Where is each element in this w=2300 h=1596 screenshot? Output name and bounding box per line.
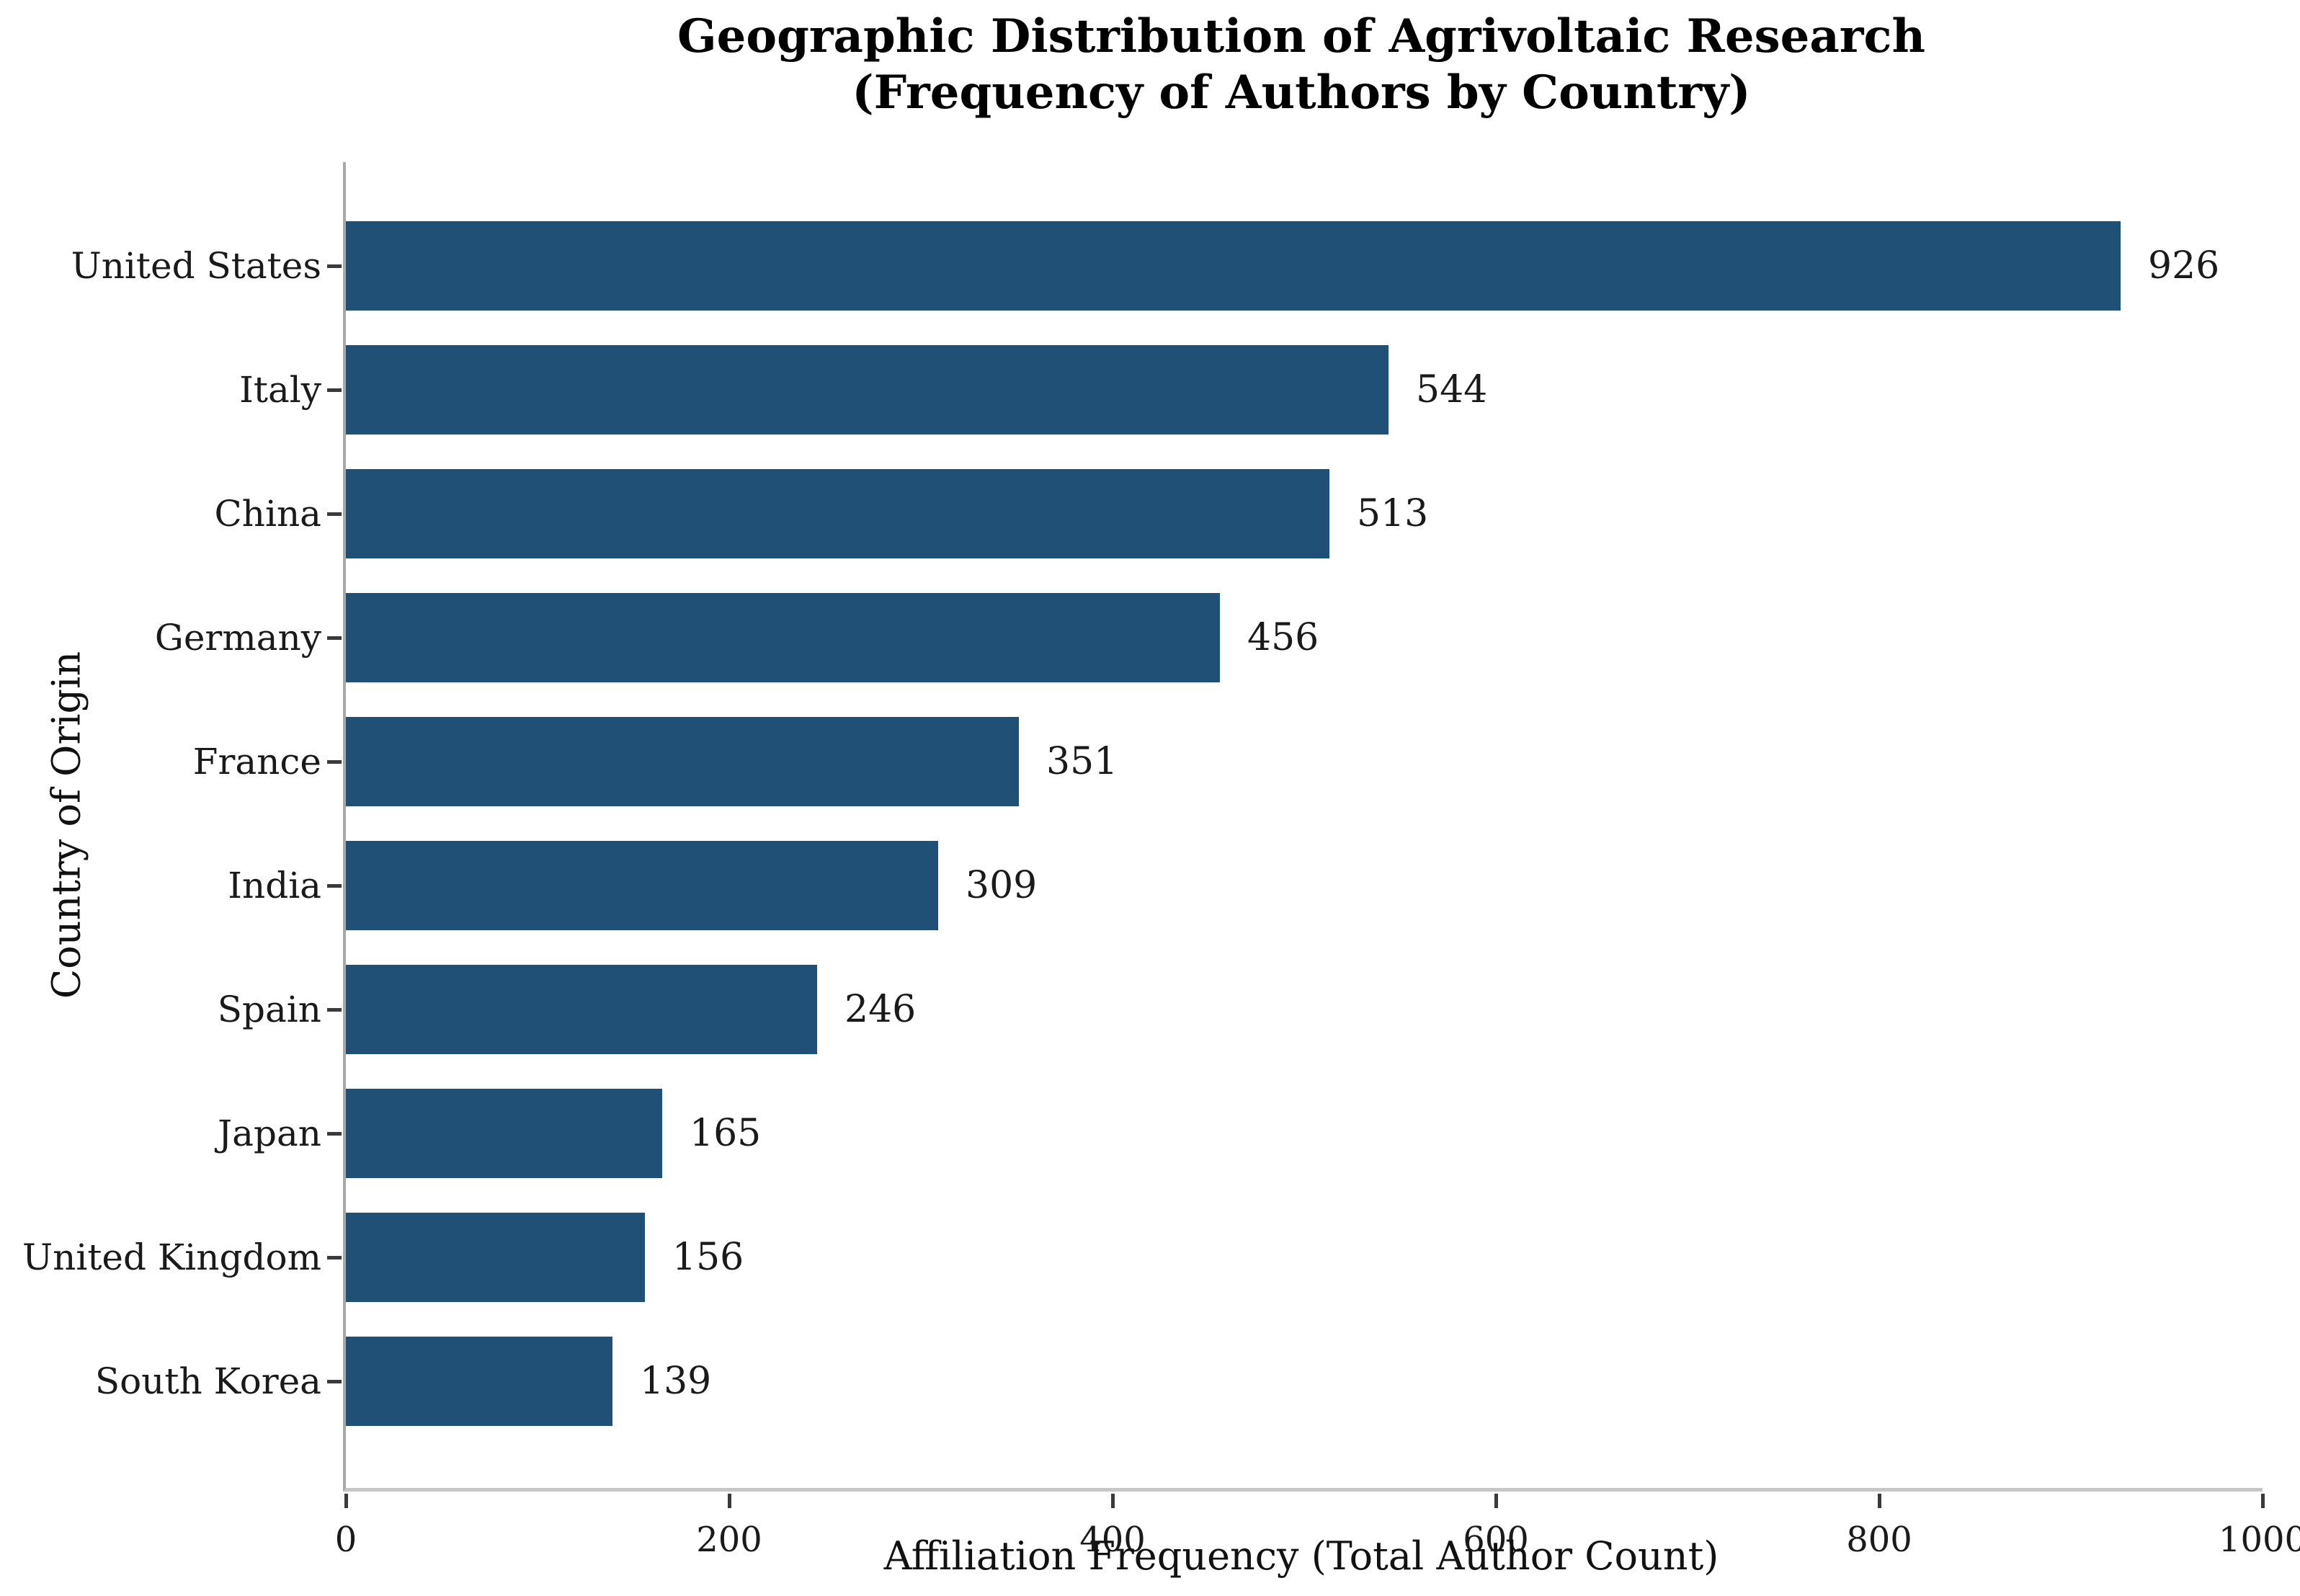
bar-row: United Kingdom 156 <box>22 1195 2263 1319</box>
bar-row: Germany 456 <box>155 576 2263 700</box>
x-axis-tick <box>728 1494 731 1508</box>
x-axis-tick <box>2261 1494 2265 1508</box>
value-label: 544 <box>1416 368 1488 411</box>
category-label: United States <box>71 245 321 287</box>
x-axis-tick <box>1878 1494 1881 1508</box>
y-axis-tick <box>327 512 342 516</box>
chart-title-line2: (Frequency of Authors by Country) <box>852 66 1751 120</box>
value-label: 456 <box>1247 616 1319 659</box>
bar-row: South Korea 139 <box>95 1319 2263 1443</box>
y-axis-tick <box>327 388 342 392</box>
bar-row: Italy 544 <box>239 328 2263 452</box>
category-label: China <box>214 493 321 535</box>
value-label: 351 <box>1046 740 1118 783</box>
x-axis-tick <box>1111 1494 1115 1508</box>
y-axis-tick <box>327 1132 342 1136</box>
bar-row: Japan 165 <box>218 1071 2263 1195</box>
value-label: 139 <box>640 1360 712 1403</box>
chart-title: Geographic Distribution of Agrivoltaic R… <box>343 9 2260 121</box>
x-tick-label: 200 <box>696 1520 762 1560</box>
chart-title-line1: Geographic Distribution of Agrivoltaic R… <box>677 9 1925 63</box>
y-axis-tick <box>327 264 342 268</box>
y-axis-tick <box>327 1256 342 1260</box>
value-label: 926 <box>2148 244 2220 287</box>
category-label: France <box>192 741 321 783</box>
value-label: 309 <box>966 864 1038 907</box>
y-axis-tick <box>327 1008 342 1012</box>
bar <box>346 1089 662 1178</box>
y-axis-tick <box>327 760 342 764</box>
y-axis-title: Country of Origin <box>43 651 89 999</box>
x-tick-label: 600 <box>1463 1520 1529 1560</box>
value-label: 513 <box>1357 492 1429 535</box>
category-label: India <box>228 865 321 906</box>
y-axis-tick <box>327 636 342 640</box>
bar-row: Spain 246 <box>218 948 2263 1071</box>
bar-row: China 513 <box>215 452 2263 576</box>
bar-row: United States 926 <box>71 204 2263 328</box>
bar <box>346 717 1019 806</box>
x-tick-label: 1000 <box>2218 1520 2300 1560</box>
y-axis-tick <box>327 1380 342 1383</box>
bar <box>346 593 1220 682</box>
value-label: 165 <box>690 1112 762 1155</box>
bar <box>346 1337 612 1426</box>
category-label: Italy <box>239 369 321 411</box>
bar <box>346 1213 645 1302</box>
bar-row: India 309 <box>228 824 2263 948</box>
bar <box>346 221 2121 311</box>
category-label: Germany <box>154 617 321 659</box>
y-axis-tick <box>327 884 342 888</box>
bar <box>346 469 1329 558</box>
bar <box>346 345 1389 434</box>
value-label: 156 <box>672 1236 744 1279</box>
plot-area: United States 926 Italy 544 China 513 Germany 4… <box>22 162 2300 1560</box>
category-label: Spain <box>217 989 321 1030</box>
x-tick-label: 400 <box>1079 1520 1146 1560</box>
bar <box>346 965 817 1054</box>
bar-row: France 351 <box>193 700 2263 824</box>
category-label: South Korea <box>94 1360 321 1402</box>
x-tick-label: 0 <box>334 1520 357 1560</box>
bar <box>346 841 938 930</box>
x-axis-title: Affiliation Frequency (Total Author Coun… <box>883 1533 1719 1579</box>
value-label: 246 <box>844 988 917 1031</box>
category-label: Japan <box>218 1113 321 1154</box>
x-axis-tick <box>344 1494 348 1508</box>
x-axis-tick <box>1494 1494 1498 1508</box>
category-label: United Kingdom <box>22 1236 321 1278</box>
x-tick-label: 800 <box>1846 1520 1912 1560</box>
